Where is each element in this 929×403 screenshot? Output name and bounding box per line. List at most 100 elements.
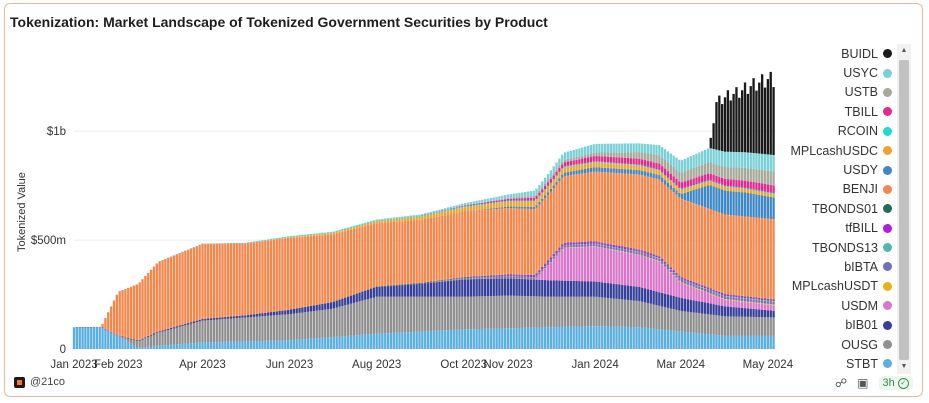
series-bar-usyc xyxy=(695,153,698,167)
camera-icon[interactable]: ▣ xyxy=(857,376,869,390)
series-bar-ousg xyxy=(267,315,270,341)
legend-item-usyc[interactable]: USYC xyxy=(780,63,892,82)
legend-item-mplcashusdt[interactable]: MPLcashUSDT xyxy=(780,277,892,296)
scroll-thumb[interactable] xyxy=(899,60,909,360)
series-bar-stbt xyxy=(506,328,510,349)
series-bar-usyc xyxy=(492,197,495,201)
series-bar-benji xyxy=(738,215,741,296)
series-bar-ustb xyxy=(729,167,732,180)
series-bar-bib01 xyxy=(743,308,747,317)
series-bar-benji xyxy=(152,266,156,334)
series-bar-tfbill xyxy=(546,261,550,263)
series-bar-mplcashusdc xyxy=(506,201,510,207)
series-bar-stbt xyxy=(686,332,690,349)
series-bar-benji xyxy=(109,306,113,332)
series-bar-ousg xyxy=(295,313,298,340)
legend-item-benji[interactable]: BENJI xyxy=(780,180,892,199)
series-bar-stbt xyxy=(529,327,533,349)
refresh-badge[interactable]: 3h ✓ xyxy=(878,376,913,390)
series-bar-stbt xyxy=(161,345,164,349)
legend-item-tbill[interactable]: TBILL xyxy=(780,102,892,121)
series-bar-ousg xyxy=(592,296,595,327)
series-bar-mplcashusdc xyxy=(369,222,373,225)
series-bar-stbt xyxy=(78,327,81,349)
legend-item-mplcashusdc[interactable]: MPLcashUSDC xyxy=(780,141,892,160)
series-bar-mplcashusdc xyxy=(306,235,310,237)
series-bar-stbt xyxy=(198,342,201,349)
series-bar-rcoin xyxy=(586,162,590,164)
series-bar-ustb xyxy=(655,154,658,163)
series-bar-mplcashusdc xyxy=(332,232,336,235)
series-bar-bib01 xyxy=(718,305,721,316)
series-bar-ousg xyxy=(344,305,347,337)
series-bar-benji xyxy=(643,175,647,252)
legend-item-tfbill[interactable]: tfBILL xyxy=(780,219,892,238)
series-bar-mplcashusdc xyxy=(292,236,296,238)
series-bar-bibta xyxy=(452,279,455,281)
legend-item-stbt[interactable]: STBT xyxy=(780,354,892,373)
series-bar-tbonds01 xyxy=(412,283,415,285)
x-tick-label: Apr 2023 xyxy=(179,359,226,371)
series-bar-bib01 xyxy=(258,313,261,317)
series-bar-rcoin xyxy=(275,238,278,239)
series-bar-stbt xyxy=(769,335,772,349)
series-bar-bib01 xyxy=(372,287,375,298)
series-bar-ousg xyxy=(227,318,230,342)
legend-item-ousg[interactable]: OUSG xyxy=(780,335,892,354)
series-bar-benji xyxy=(689,202,692,281)
series-bar-stbt xyxy=(452,329,455,349)
series-bar-rcoin xyxy=(426,213,430,215)
legend-item-rcoin[interactable]: RCOIN xyxy=(780,122,892,141)
series-bar-bibta xyxy=(681,280,684,283)
legend-item-buidl[interactable]: BUIDL xyxy=(780,44,892,63)
series-bar-usdm xyxy=(615,250,618,285)
legend-item-ustb[interactable]: USTB xyxy=(780,83,892,102)
legend-item-usdy[interactable]: USDY xyxy=(780,160,892,179)
scroll-down-icon[interactable]: ▼ xyxy=(900,363,908,370)
series-bar-usdm xyxy=(555,255,558,281)
plot-area[interactable] xyxy=(72,71,775,349)
series-bar-benji xyxy=(167,257,170,329)
series-bar-tbonds13 xyxy=(703,288,707,289)
scroll-up-icon[interactable]: ▲ xyxy=(900,47,908,54)
series-bar-usdy xyxy=(740,192,744,217)
legend-swatch-icon xyxy=(883,146,892,156)
series-bar-mplcashusdc xyxy=(489,203,493,209)
series-bar-mplcashusdc xyxy=(663,176,667,181)
series-bar-bibta xyxy=(486,277,490,279)
series-bar-bibta xyxy=(623,249,627,252)
legend-scrollbar[interactable]: ▲ ▼ xyxy=(897,44,911,374)
series-bar-ustb xyxy=(652,154,655,163)
series-bar-ousg xyxy=(512,295,515,329)
series-bar-stbt xyxy=(241,341,244,349)
series-bar-tbonds01 xyxy=(675,272,678,274)
series-bar-benji xyxy=(729,215,732,295)
series-bar-bibta xyxy=(769,301,772,305)
legend-item-bibta[interactable]: bIBTA xyxy=(780,257,892,276)
series-bar-bib01 xyxy=(655,291,658,306)
series-bar-bib01 xyxy=(238,315,241,318)
legend-item-tbonds13[interactable]: TBONDS13 xyxy=(780,238,892,257)
series-bar-stbt xyxy=(155,345,158,349)
series-bar-bib01 xyxy=(215,317,218,320)
series-bar-benji xyxy=(581,173,584,242)
series-bar-usyc xyxy=(575,149,578,157)
series-bar-bib01 xyxy=(338,299,341,307)
brand[interactable]: @21co xyxy=(14,376,65,388)
series-bar-bib01 xyxy=(426,282,430,297)
series-bar-bib01 xyxy=(566,280,570,297)
series-bar-mplcashusdc xyxy=(389,219,393,223)
legend-item-bib01[interactable]: bIB01 xyxy=(780,315,892,334)
series-bar-tbonds01 xyxy=(603,243,607,244)
series-bar-stbt xyxy=(635,327,638,349)
series-bar-stbt xyxy=(589,326,592,349)
x-tick-label: Jun 2023 xyxy=(266,359,313,371)
series-bar-tbonds01 xyxy=(772,299,775,301)
series-bar-tfbill xyxy=(629,248,632,251)
series-bar-stbt xyxy=(115,335,118,349)
legend-item-tbonds01[interactable]: TBONDS01 xyxy=(780,199,892,218)
link-icon[interactable]: ☍ xyxy=(835,376,848,390)
series-bar-tbill xyxy=(618,157,621,164)
legend-item-usdm[interactable]: USDM xyxy=(780,296,892,315)
series-bar-mplcashusdt xyxy=(701,290,704,291)
